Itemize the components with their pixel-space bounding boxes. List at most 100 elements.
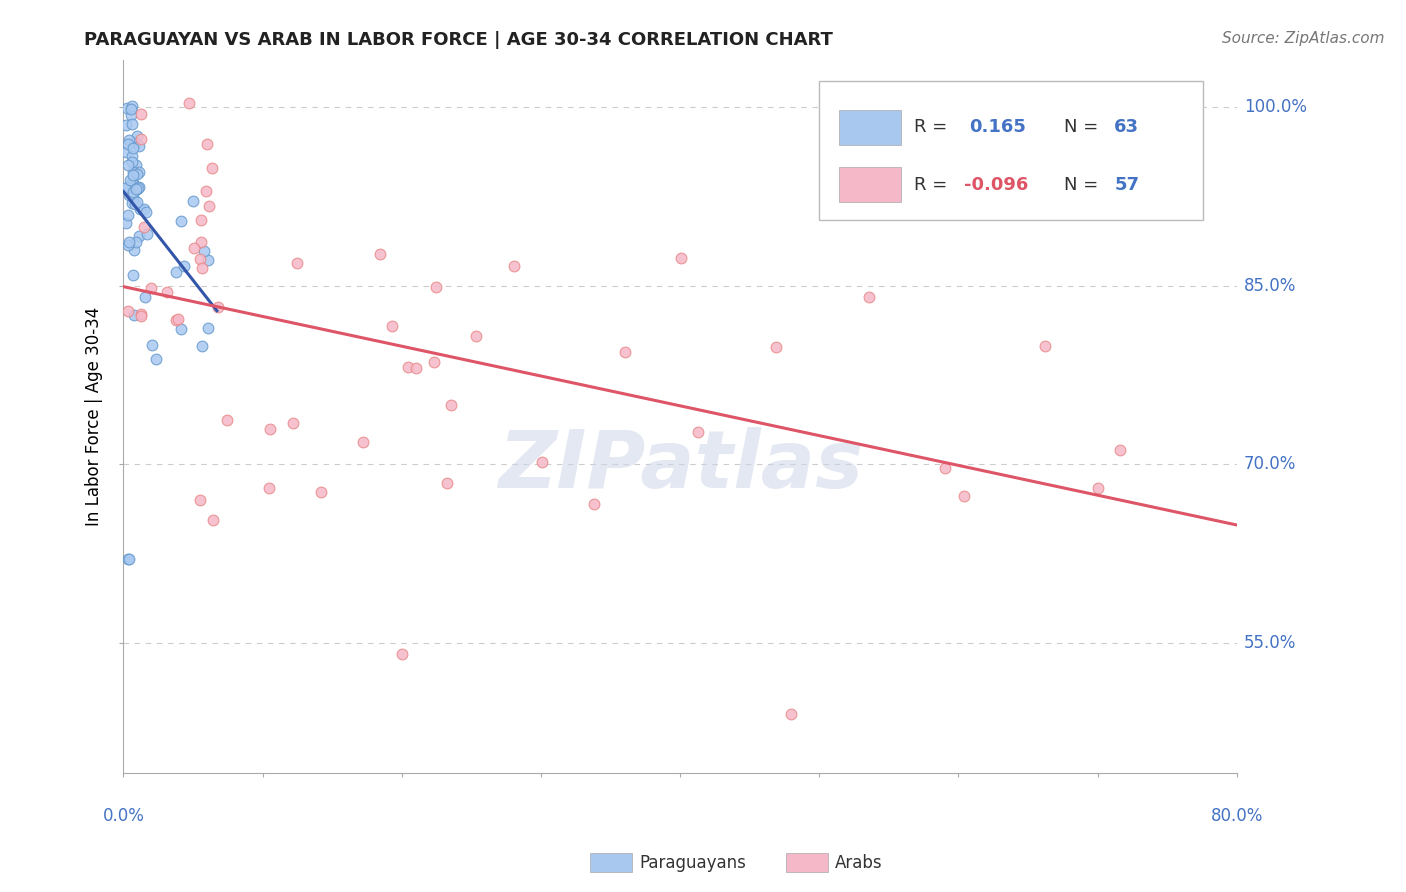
Point [145, 351, 167, 366]
Point [436, 476, 458, 491]
Point [141, 338, 163, 352]
Point [215, 413, 238, 427]
Point [952, 489, 974, 503]
Point [1033, 339, 1056, 353]
Text: ZIPatlas: ZIPatlas [498, 427, 863, 506]
Text: PARAGUAYAN VS ARAB IN LABOR FORCE | AGE 30-34 CORRELATION CHART: PARAGUAYAN VS ARAB IN LABOR FORCE | AGE … [84, 31, 834, 49]
Point [115, 101, 138, 115]
Point [127, 181, 149, 195]
Point [115, 216, 138, 230]
Point [1109, 443, 1132, 458]
Y-axis label: In Labor Force | Age 30-34: In Labor Force | Age 30-34 [86, 307, 103, 526]
Point [121, 154, 143, 169]
Point [671, 251, 693, 265]
Text: -0.096: -0.096 [965, 176, 1028, 194]
Point [121, 117, 143, 131]
Point [125, 181, 148, 195]
Point [128, 180, 150, 194]
Point [114, 181, 136, 195]
Point [121, 175, 143, 189]
Point [118, 133, 141, 147]
Point [128, 165, 150, 179]
Point [195, 185, 218, 199]
Point [125, 194, 148, 209]
Point [121, 99, 143, 113]
Bar [839, 110, 901, 145]
Text: 0.165: 0.165 [970, 119, 1026, 136]
Point [127, 181, 149, 195]
Point [165, 312, 187, 326]
Point [120, 108, 142, 122]
Point [122, 308, 145, 322]
Text: 70.0%: 70.0% [1244, 455, 1296, 473]
Text: 63: 63 [1115, 119, 1139, 136]
Point [117, 137, 139, 152]
Point [391, 648, 413, 662]
Text: 80.0%: 80.0% [1211, 806, 1263, 825]
Point [115, 119, 138, 133]
Point [165, 265, 187, 279]
Point [117, 552, 139, 566]
Text: 0.0%: 0.0% [103, 806, 145, 825]
Point [188, 252, 211, 267]
Point [121, 268, 143, 283]
Text: 55.0%: 55.0% [1244, 633, 1296, 651]
Point [134, 202, 156, 216]
Point [169, 322, 191, 336]
Point [121, 196, 143, 211]
Point [198, 199, 221, 213]
Point [121, 190, 143, 204]
Point [122, 169, 145, 183]
Point [125, 158, 148, 172]
Point [122, 243, 145, 257]
Point [257, 481, 280, 495]
Point [117, 237, 139, 252]
Point [132, 220, 155, 235]
Text: 85.0%: 85.0% [1244, 277, 1296, 294]
Point [166, 312, 188, 326]
Text: 57: 57 [1115, 176, 1139, 194]
Point [191, 339, 214, 353]
Point [117, 208, 139, 222]
Point [183, 241, 205, 255]
Point [120, 103, 142, 117]
Point [502, 259, 524, 273]
Point [530, 455, 553, 469]
Point [197, 253, 219, 268]
Point [181, 194, 204, 208]
FancyBboxPatch shape [820, 81, 1204, 220]
Text: Arabs: Arabs [835, 855, 883, 872]
Point [259, 421, 281, 435]
Point [858, 290, 880, 304]
Point [686, 425, 709, 439]
Point [309, 485, 332, 500]
Text: 100.0%: 100.0% [1244, 98, 1306, 116]
Point [352, 435, 374, 450]
Point [583, 497, 606, 511]
Point [765, 340, 787, 354]
Point [128, 139, 150, 153]
Point [173, 260, 195, 274]
Point [124, 136, 146, 150]
Point [128, 229, 150, 244]
Point [122, 165, 145, 179]
Point [201, 161, 224, 175]
Point [118, 187, 141, 202]
Point [122, 176, 145, 190]
Point [170, 214, 193, 228]
Point [125, 128, 148, 143]
Point [285, 256, 308, 270]
Point [177, 95, 200, 110]
Point [207, 301, 229, 315]
Point [117, 158, 139, 172]
Point [780, 706, 803, 721]
Text: R =: R = [914, 176, 953, 194]
Point [201, 513, 224, 527]
Point [136, 227, 159, 242]
Point [129, 107, 152, 121]
Point [195, 136, 218, 151]
Point [128, 202, 150, 216]
Point [118, 552, 141, 566]
Point [125, 235, 148, 249]
Point [121, 141, 143, 155]
